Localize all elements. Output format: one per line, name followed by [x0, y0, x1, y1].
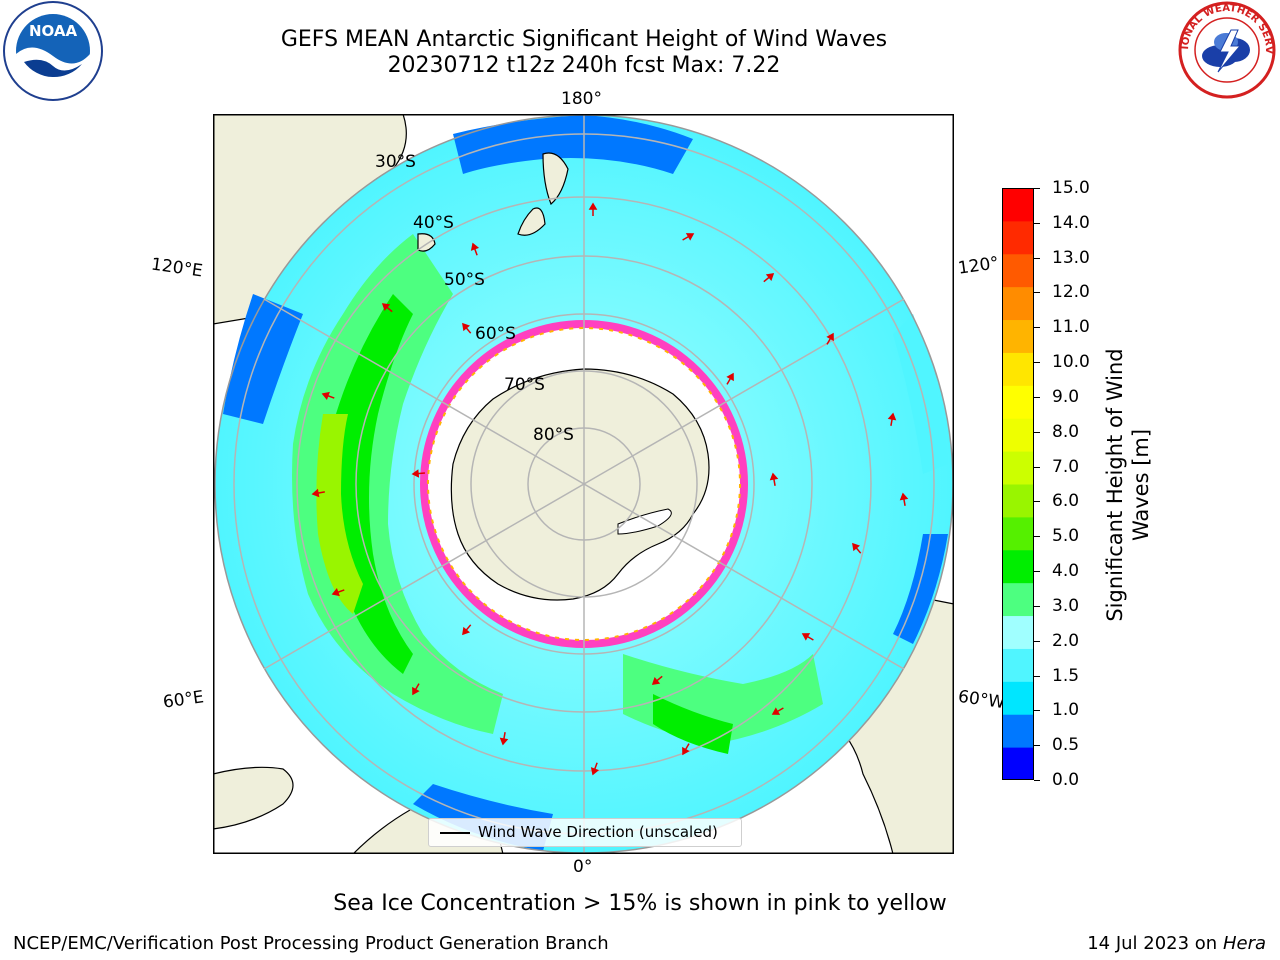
lat-label-30s: 30°S: [375, 152, 416, 172]
colorbar-segment: [1002, 516, 1034, 551]
colorbar-segment: [1002, 681, 1034, 715]
lat-label-60s: 60°S: [475, 324, 516, 344]
colorbar-tick-label: 6.0: [1052, 491, 1080, 512]
chart-subtitle: 20230712 t12z 240h fcst Max: 7.22: [387, 53, 781, 78]
colorbar-tick-mark: [1034, 501, 1040, 503]
colorbar-segment: [1002, 549, 1034, 584]
colorbar-segment: [1002, 582, 1034, 617]
chart-title: GEFS MEAN Antarctic Significant Height o…: [280, 27, 888, 52]
colorbar-tick-mark: [1034, 675, 1040, 677]
colorbar-tick-label: 2.0: [1052, 630, 1080, 651]
colorbar-segment: [1002, 286, 1034, 321]
colorbar-label-line2: Waves [m]: [1129, 428, 1153, 542]
colorbar-tick-mark: [1034, 605, 1040, 607]
colorbar-tick-label: 1.0: [1052, 700, 1080, 721]
lon-label-180: 180°: [561, 89, 602, 109]
colorbar-tick-label: 8.0: [1052, 421, 1080, 442]
colorbar-tick-mark: [1034, 257, 1040, 259]
colorbar-label-line1: Significant Height of Wind: [1103, 348, 1127, 622]
colorbar-tick-mark: [1034, 466, 1040, 468]
colorbar-tick-mark: [1034, 362, 1040, 364]
colorbar-tick-label: 5.0: [1052, 526, 1080, 547]
colorbar-tick-mark: [1034, 571, 1040, 573]
colorbar-tick-mark: [1034, 396, 1040, 398]
colorbar-tick-label: 11.0: [1052, 317, 1090, 338]
legend-label: Wind Wave Direction (unscaled): [478, 823, 718, 841]
africa-land: [213, 766, 294, 830]
lon-label-120e: 120°E: [149, 254, 204, 282]
colorbar-tick-label: 14.0: [1052, 212, 1090, 233]
colorbar-segment: [1002, 648, 1034, 682]
colorbar-tick-label: 13.0: [1052, 247, 1090, 268]
colorbar-segment: [1002, 615, 1034, 649]
footer-date: 14 Jul 2023 on Hera: [1087, 933, 1266, 954]
colorbar-tick-mark: [1034, 710, 1040, 712]
colorbar-segment: [1002, 418, 1034, 452]
nws-logo: NATIONAL WEATHER SERVICE: [1176, 0, 1276, 99]
new-zealand-land: [517, 152, 569, 236]
colorbar-tick-label: 12.0: [1052, 282, 1090, 303]
colorbar-segment: [1002, 714, 1034, 748]
colorbar-segment: [1002, 319, 1034, 353]
footer-credit: NCEP/EMC/Verification Post Processing Pr…: [13, 933, 609, 954]
antarctica-land: [450, 368, 710, 601]
noaa-logo: NOAA: [3, 1, 103, 101]
lon-label-120w: 120°: [956, 253, 1001, 279]
colorbar-tick-label: 9.0: [1052, 386, 1080, 407]
colorbar-tick-mark: [1034, 780, 1040, 781]
colorbar-tick-label: 10.0: [1052, 352, 1090, 373]
colorbar-tick-mark: [1034, 431, 1040, 433]
colorbar-tick-mark: [1034, 536, 1040, 538]
colorbar-tick-label: 15.0: [1052, 178, 1090, 198]
high-wave-belt: [292, 234, 503, 734]
lat-label-40s: 40°S: [413, 213, 454, 233]
colorbar-tick-label: 3.0: [1052, 595, 1080, 616]
map-legend: Wind Wave Direction (unscaled): [428, 818, 742, 847]
colorbar-tick-mark: [1034, 640, 1040, 642]
lat-label-50s: 50°S: [444, 270, 485, 290]
colorbar-tick-label: 4.0: [1052, 561, 1080, 582]
svg-text:NOAA: NOAA: [29, 22, 78, 40]
wind-wave-arrows: [311, 202, 909, 776]
colorbar-segment: [1002, 451, 1034, 485]
colorbar-tick-mark: [1034, 745, 1040, 747]
colorbar-segment: [1002, 188, 1034, 222]
colorbar-tick-mark: [1034, 292, 1040, 294]
lat-label-80s: 80°S: [533, 425, 574, 445]
sea-ice-note: Sea Ice Concentration > 15% is shown in …: [333, 891, 947, 916]
colorbar-segment: [1002, 220, 1034, 255]
colorbar-tick-label: 7.0: [1052, 456, 1080, 477]
footer-date-text: 14 Jul 2023 on: [1087, 933, 1223, 954]
colorbar-segment: [1002, 253, 1034, 288]
footer-machine: Hera: [1222, 933, 1266, 954]
colorbar-segment: [1002, 484, 1034, 518]
lat-label-70s: 70°S: [504, 375, 545, 395]
colorbar-tick-label: 0.5: [1052, 735, 1080, 756]
colorbar-segment: [1002, 385, 1034, 419]
colorbar-tick-mark: [1034, 188, 1040, 189]
polar-map: [213, 114, 954, 854]
lon-label-0: 0°: [573, 857, 593, 877]
colorbar-tick-label: 1.5: [1052, 665, 1080, 686]
lon-label-60w: 60°W: [956, 686, 1007, 714]
colorbar-tick-mark: [1034, 327, 1040, 329]
colorbar-tick-label: 0.0: [1052, 770, 1080, 790]
lon-label-60e: 60°E: [161, 687, 206, 713]
legend-line-sample: [440, 832, 470, 834]
colorbar: [1002, 188, 1034, 780]
colorbar-segment: [1002, 747, 1034, 780]
colorbar-tick-mark: [1034, 222, 1040, 224]
colorbar-segment: [1002, 352, 1034, 386]
